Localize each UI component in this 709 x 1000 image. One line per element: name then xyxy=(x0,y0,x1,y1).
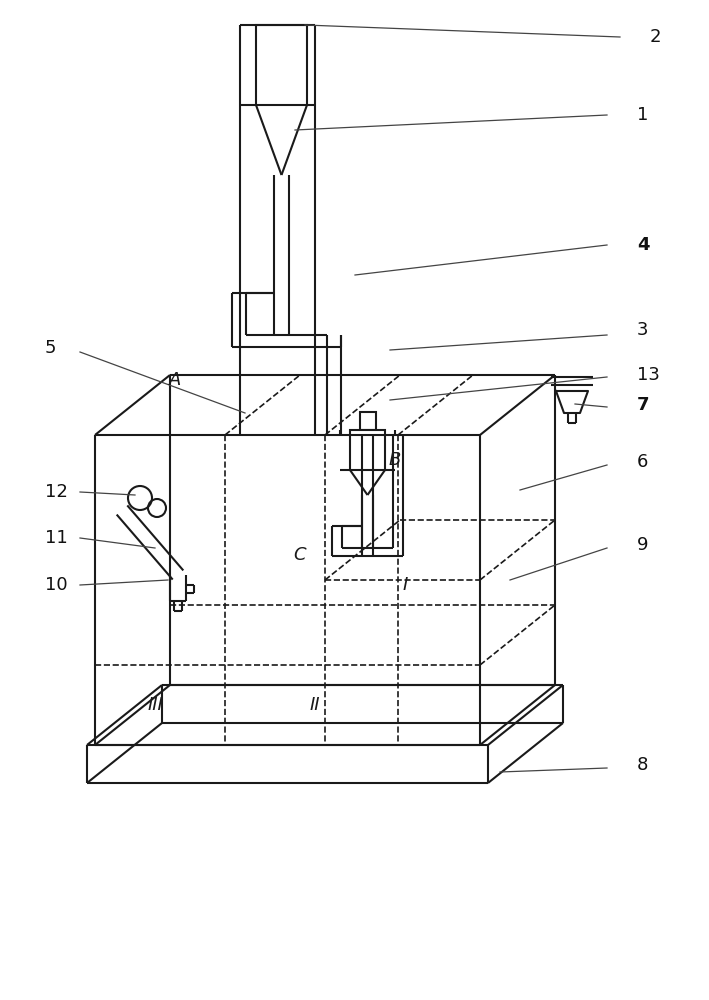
Text: 12: 12 xyxy=(45,483,68,501)
Text: 2: 2 xyxy=(650,28,661,46)
Text: 11: 11 xyxy=(45,529,68,547)
Bar xyxy=(359,412,376,430)
Text: 5: 5 xyxy=(45,339,57,357)
Text: 1: 1 xyxy=(637,106,648,124)
Text: 13: 13 xyxy=(637,366,660,384)
Text: 7: 7 xyxy=(637,396,649,414)
Text: 4: 4 xyxy=(637,236,649,254)
Text: A: A xyxy=(169,371,182,389)
Text: I: I xyxy=(403,576,408,594)
Bar xyxy=(350,430,385,470)
Text: 3: 3 xyxy=(637,321,649,339)
Text: 10: 10 xyxy=(45,576,67,594)
Text: 9: 9 xyxy=(637,536,649,554)
Text: 8: 8 xyxy=(637,756,648,774)
Text: C: C xyxy=(294,546,306,564)
Text: III: III xyxy=(147,696,163,714)
Text: 6: 6 xyxy=(637,453,648,471)
Text: B: B xyxy=(389,451,401,469)
Bar xyxy=(256,25,307,105)
Text: II: II xyxy=(310,696,320,714)
